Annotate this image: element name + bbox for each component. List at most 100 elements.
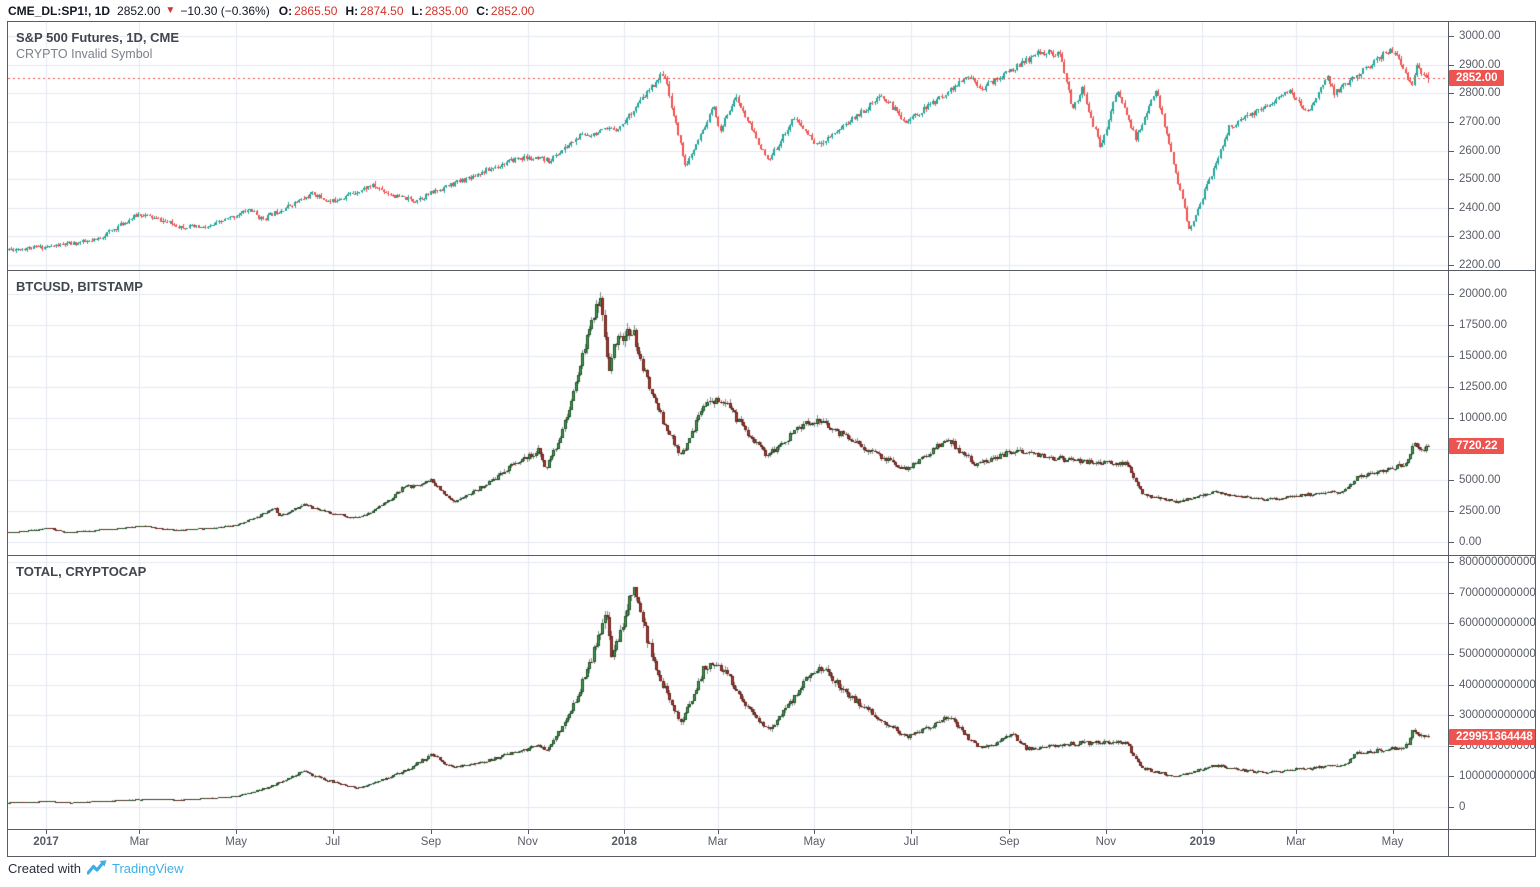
price-tick-label: 2300.00	[1459, 230, 1501, 243]
low-value: 2835.00	[424, 3, 469, 18]
price-tick-label: 2500.00	[1459, 505, 1501, 518]
price-tick-mark	[1449, 623, 1454, 624]
time-tick-mark	[1202, 830, 1203, 834]
price-tick-label: 12500.00	[1459, 380, 1507, 393]
time-axis-label: Mar	[129, 836, 150, 848]
time-tick-mark	[46, 830, 47, 834]
price-axis-3[interactable]: 800000000000 700000000000 600000000000 5000…	[1449, 556, 1535, 829]
time-axis-label: Sep	[998, 836, 1020, 848]
down-arrow-icon: ▼	[165, 4, 176, 16]
time-tick-mark	[1106, 830, 1107, 834]
price-tick-label: 2600.00	[1459, 144, 1501, 157]
price-tick-mark	[1449, 418, 1454, 419]
high-value: 2874.50	[360, 3, 404, 18]
panel-1-plot: S&P 500 Futures, 1D, CME CRYPTO Invalid …	[8, 22, 1449, 270]
price-tick-label: 0.00	[1459, 536, 1482, 549]
time-tick-mark	[911, 830, 912, 834]
low-label: L:	[411, 3, 423, 18]
time-axis[interactable]: 2017 Mar May Jul Sep Nov 2018 Mar May Jul Sep Nov 20…	[8, 830, 1449, 856]
chart-frame: S&P 500 Futures, 1D, CME CRYPTO Invalid …	[7, 21, 1536, 857]
price-tick-mark	[1449, 65, 1454, 66]
time-axis-label: 2017	[33, 836, 59, 848]
price-axis-2[interactable]: 20000.00 17500.00 15000.00 12500.00 10000.00…	[1449, 271, 1535, 555]
time-axis-corner	[1449, 830, 1535, 856]
time-axis-label: Nov	[1095, 836, 1117, 848]
time-axis-label: 2019	[1189, 836, 1216, 848]
price-tick-mark	[1449, 746, 1454, 747]
price-tick-label: 15000.00	[1459, 349, 1507, 362]
price-tick-label: 800000000000	[1459, 556, 1535, 568]
footer: Created with TradingView	[8, 860, 184, 876]
price-tick-mark	[1449, 265, 1454, 266]
price-tick-mark	[1449, 294, 1454, 295]
price-tick-mark	[1449, 511, 1454, 512]
tradingview-logo-icon	[86, 860, 107, 875]
time-axis-label: Mar	[1286, 836, 1306, 848]
price-tick-mark	[1449, 36, 1454, 37]
time-axis-label: May	[803, 836, 826, 848]
price-tick-label: 2800.00	[1459, 87, 1501, 100]
time-axis-label: May	[225, 836, 247, 848]
time-tick-mark	[236, 830, 237, 834]
price-tick-label: 2400.00	[1459, 201, 1501, 214]
time-tick-mark	[718, 830, 719, 834]
time-axis-label: Jul	[903, 836, 919, 848]
close-value: 2852.00	[490, 3, 535, 18]
time-tick-mark	[139, 830, 140, 834]
panel-2-plot: BTCUSD, BITSTAMP	[8, 271, 1449, 555]
price-tick-label: 17500.00	[1459, 318, 1507, 331]
price-tick-label: 600000000000	[1459, 617, 1535, 630]
time-axis-label: May	[1381, 836, 1404, 848]
time-tick-mark	[814, 830, 815, 834]
time-axis-row: 2017 Mar May Jul Sep Nov 2018 Mar May Jul Sep Nov 20…	[8, 830, 1535, 856]
time-tick-mark	[1296, 830, 1297, 834]
time-axis-label: 2018	[611, 836, 638, 848]
price-tick-label: 2500.00	[1459, 173, 1501, 186]
open-value: 2865.50	[294, 3, 338, 18]
panel-total-cryptocap: TOTAL, CRYPTOCAP 800000000000 70000000000…	[8, 556, 1535, 830]
price-tick-mark	[1449, 151, 1454, 152]
symbol-name: CME_DL:SP1!, 1D	[8, 3, 111, 18]
price-tick-label: 2700.00	[1459, 115, 1501, 128]
created-with-label: Created with	[8, 860, 81, 876]
time-axis-label: Sep	[420, 836, 442, 848]
legend-bar: CME_DL:SP1!, 1D 2852.00 ▼ −10.30 (−0.36%…	[8, 0, 542, 21]
price-tick-mark	[1449, 236, 1454, 237]
panel-3-plot: TOTAL, CRYPTOCAP	[8, 556, 1449, 829]
close-label: C:	[476, 3, 489, 18]
price-tick-mark	[1449, 325, 1454, 326]
tradingview-brand[interactable]: TradingView	[111, 860, 184, 876]
price-tick-label: 700000000000	[1459, 586, 1535, 599]
price-tick-mark	[1449, 685, 1454, 686]
price-tick-label: 400000000000	[1459, 678, 1535, 691]
price-tick-mark	[1449, 480, 1454, 481]
open-label: O:	[278, 3, 293, 18]
panel-3-canvas[interactable]	[8, 556, 1448, 829]
price-tick-mark	[1449, 593, 1454, 594]
price-change: −10.30 (−0.36%)	[180, 3, 270, 18]
price-tick-label: 2900.00	[1459, 58, 1501, 71]
price-tick-label: 2200.00	[1459, 259, 1501, 270]
price-tick-mark	[1449, 122, 1454, 123]
panel-2-canvas[interactable]	[8, 271, 1448, 555]
price-tick-mark	[1449, 93, 1454, 94]
last-price-badge: 7720.22	[1449, 438, 1504, 455]
time-tick-mark	[1393, 830, 1394, 834]
last-price-badge: 2852.00	[1449, 70, 1504, 87]
price-tick-mark	[1449, 387, 1454, 388]
price-tick-mark	[1449, 807, 1454, 808]
price-tick-mark	[1449, 776, 1454, 777]
price-axis-1[interactable]: 3000.00 2900.00 2800.00 2700.00 2600.00 2500.…	[1449, 22, 1535, 270]
price-tick-mark	[1449, 654, 1454, 655]
price-tick-mark	[1449, 715, 1454, 716]
panel-1-canvas[interactable]	[8, 22, 1448, 270]
price-tick-label: 20000.00	[1459, 287, 1507, 300]
price-tick-label: 500000000000	[1459, 647, 1535, 660]
price-tick-label: 10000.00	[1459, 411, 1507, 424]
price-tick-label: 300000000000	[1459, 709, 1535, 722]
price-tick-mark	[1449, 562, 1454, 563]
panel-sp500: S&P 500 Futures, 1D, CME CRYPTO Invalid …	[8, 22, 1535, 271]
time-tick-mark	[624, 830, 625, 834]
last-price: 2852.00	[117, 3, 161, 18]
